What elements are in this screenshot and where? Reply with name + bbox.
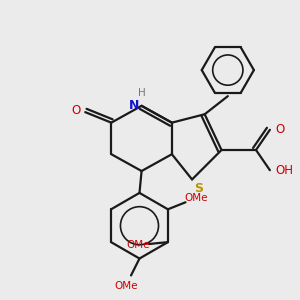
Text: OMe: OMe [184, 193, 208, 203]
Text: O: O [72, 103, 81, 116]
Text: OMe: OMe [114, 280, 138, 291]
Text: OMe: OMe [126, 240, 149, 250]
Text: O: O [275, 123, 284, 136]
Text: N: N [129, 99, 140, 112]
Text: H: H [138, 88, 146, 98]
Text: S: S [194, 182, 203, 194]
Text: OH: OH [275, 164, 293, 177]
